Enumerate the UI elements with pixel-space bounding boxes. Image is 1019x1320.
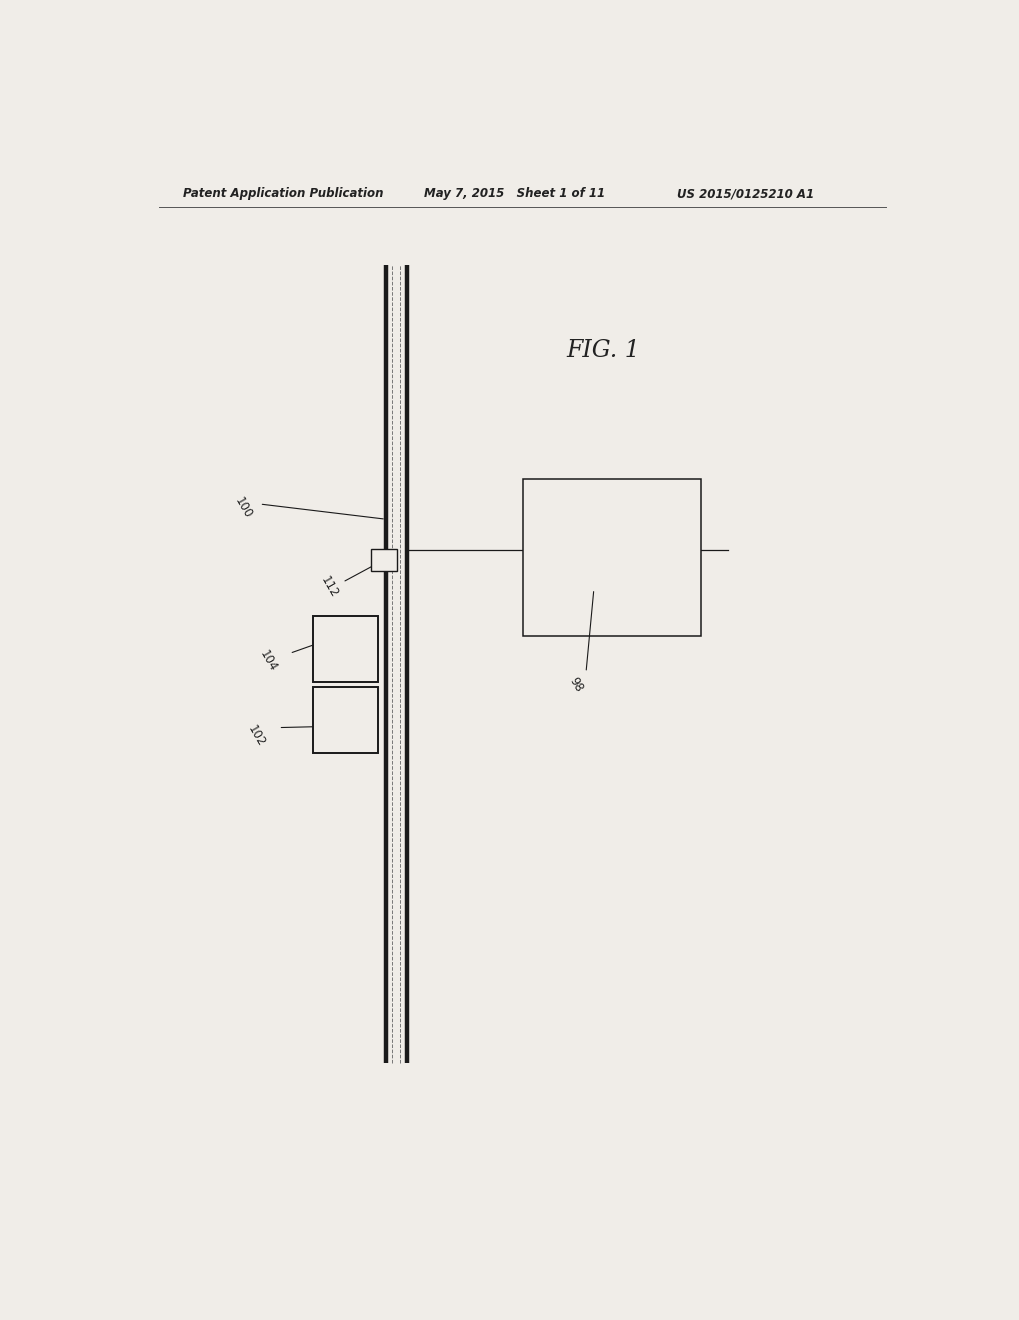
Text: Patent Application Publication: Patent Application Publication <box>182 187 383 201</box>
Text: US 2015/0125210 A1: US 2015/0125210 A1 <box>677 187 813 201</box>
Bar <box>313 615 378 682</box>
Text: 104: 104 <box>257 648 279 673</box>
Text: 112: 112 <box>318 574 340 601</box>
Text: 98: 98 <box>566 676 585 694</box>
Bar <box>313 686 378 752</box>
Text: FIG. 1: FIG. 1 <box>566 339 639 362</box>
Bar <box>522 479 700 636</box>
Bar <box>371 549 396 572</box>
Text: May 7, 2015   Sheet 1 of 11: May 7, 2015 Sheet 1 of 11 <box>424 187 604 201</box>
Text: 102: 102 <box>245 723 267 748</box>
Text: 100: 100 <box>232 495 255 521</box>
